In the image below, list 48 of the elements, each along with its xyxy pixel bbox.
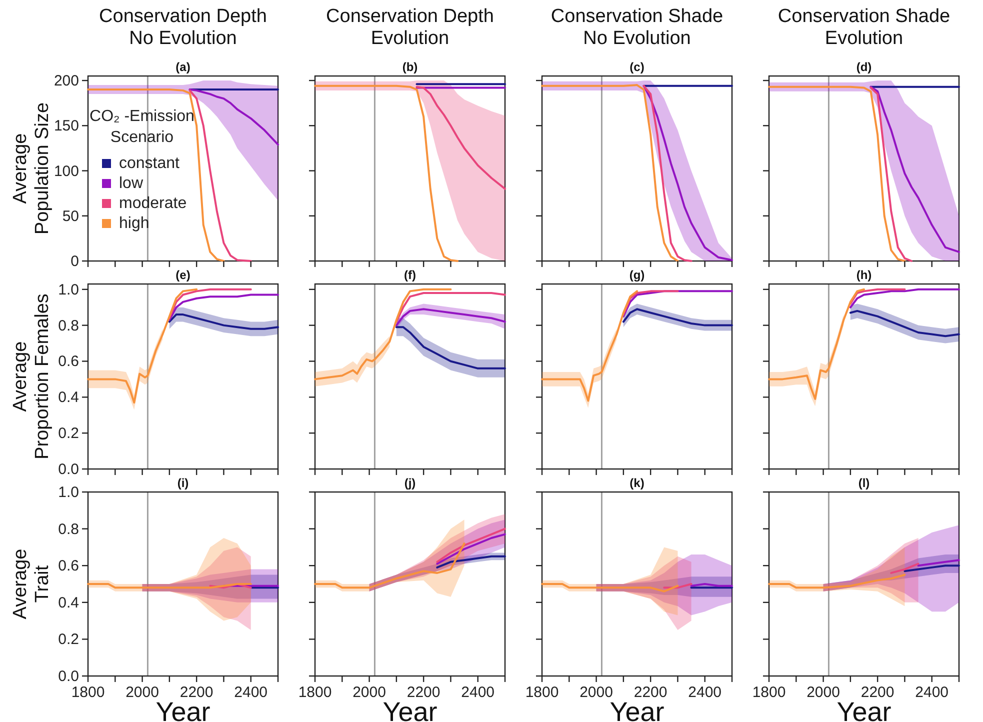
y-tick-label: 50	[62, 208, 79, 225]
chart-subtitle: (d)	[856, 60, 872, 74]
y-tick-label: 1.0	[58, 281, 79, 298]
y-axis-title: Average Trait	[10, 548, 53, 620]
legend-label: moderate	[119, 195, 187, 212]
legend-label: high	[119, 215, 150, 232]
legend-label: constant	[119, 155, 180, 172]
chart-title: (j)	[404, 476, 416, 490]
chart-title: (l)	[858, 476, 870, 490]
y-tick-label: 0.2	[58, 425, 79, 442]
chart-subtitle: (a)	[176, 60, 190, 74]
x-tick-label: 1800	[71, 684, 105, 701]
y-tick-label: 0	[70, 253, 79, 270]
x-tick-label: 1800	[525, 684, 559, 701]
chart-title: (i)	[177, 476, 189, 490]
x-tick-label: 1800	[752, 684, 786, 701]
y-tick-label: 1.0	[58, 484, 79, 501]
chart-title: (h)	[856, 268, 872, 282]
y-tick-label: 200	[54, 72, 79, 90]
y-axis-title: Average Proportion Females	[10, 294, 53, 460]
chart-title: Conservation Depth No Evolution	[99, 6, 267, 49]
y-tick-label: 0.6	[58, 353, 79, 370]
chart-title: (e)	[176, 268, 190, 282]
chart-title: (k)	[630, 476, 644, 490]
x-tick-label: 2400	[461, 684, 495, 701]
y-tick-label: 0.6	[58, 558, 79, 575]
chart-title: (g)	[629, 268, 645, 282]
y-tick-label: 0.0	[58, 668, 79, 685]
y-tick-label: 0.8	[58, 317, 79, 334]
y-tick-label: 0.8	[58, 520, 79, 538]
chart-subtitle: (c)	[630, 60, 644, 74]
legend-label: low	[119, 175, 144, 192]
x-tick-label: 2400	[915, 684, 949, 701]
x-tick-label: 2400	[688, 684, 722, 701]
x-tick-label: 1800	[298, 684, 332, 701]
y-tick-label: 150	[54, 118, 79, 135]
y-tick-label: 0.2	[58, 631, 79, 648]
y-axis-title: Average Population Size	[10, 102, 53, 235]
chart-title: (f)	[404, 268, 416, 282]
y-tick-label: 0.0	[58, 461, 79, 478]
y-tick-label: 0.4	[58, 594, 79, 612]
x-tick-label: 2400	[234, 684, 268, 701]
chart-title: Conservation Depth Evolution	[326, 6, 494, 49]
chart-title: Conservation Shade No Evolution	[550, 6, 724, 49]
y-tick-label: 100	[54, 162, 79, 180]
chart-title: Conservation Shade Evolution	[778, 6, 950, 49]
y-tick-label: 0.4	[58, 389, 79, 406]
chart-subtitle: (b)	[402, 60, 418, 74]
